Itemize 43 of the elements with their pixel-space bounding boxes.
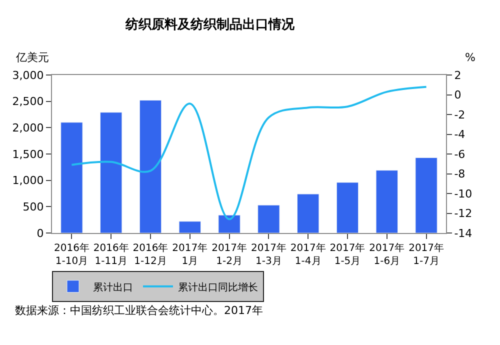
bar [297,194,320,233]
x-tick-label: 2016年 1-10月 [54,242,90,267]
y2-axis-title: % [465,51,476,64]
y-tick-label: 0 [36,226,44,240]
x-tick-label: 2017年 1-6月 [369,242,405,267]
x-tick-label: 2017年 1-2月 [212,242,248,267]
x-tick-label: 2017年 1-4月 [290,242,326,267]
y-axis-title: 亿美元 [15,51,49,64]
bar [139,100,162,233]
bar [376,170,398,233]
x-tick-label: 2016年 1-12月 [132,242,168,267]
source-note: 数据来源：中国纺织工业联合会统计中心。2017年 [15,304,263,317]
y-tick-label: 2,000 [12,122,44,135]
bar [60,122,83,233]
bar [100,112,122,233]
y-tick-label: 1,000 [12,174,44,188]
y2-tick-label: -8 [454,168,466,181]
x-tick-label: 2017年 1-3月 [250,242,286,267]
bar [178,221,201,233]
x-tick-label: 2017年 1月 [172,242,208,267]
x-tick-label: 2017年 1-7月 [408,242,444,267]
line-series [70,86,428,220]
y2-tick-label: -4 [454,128,466,142]
y2-tick-label: -10 [454,187,472,200]
legend-label: 累计出口同比增长 [178,281,258,294]
y2-tick-label: 0 [454,88,462,102]
y2-tick-label: -14 [454,226,472,240]
y2-tick-label: -2 [454,108,466,122]
bar [336,182,359,233]
y-tick-label: 500 [22,200,44,214]
x-tick-label: 2016年 1-11月 [93,242,129,267]
bar [218,214,240,233]
x-tick-label: 2017年 1-5月 [330,242,366,267]
bar [258,204,280,233]
y2-tick-label: 2 [454,68,462,82]
y-tick-label: 1,500 [12,148,44,161]
legend-label: 累计出口 [93,281,133,294]
y-tick-label: 2,500 [12,95,44,108]
y-tick-label: 3,000 [12,68,44,82]
y2-tick-label: -12 [454,207,472,220]
bar [415,157,438,233]
chart-title: 纺织原料及纺织制品出口情况 [124,16,296,33]
y2-tick-label: -6 [454,148,466,161]
